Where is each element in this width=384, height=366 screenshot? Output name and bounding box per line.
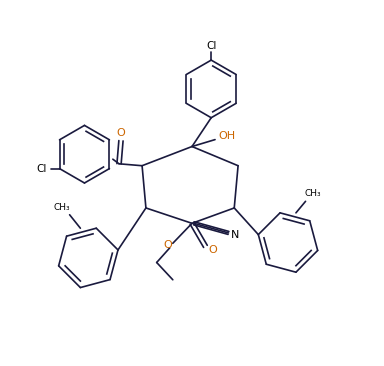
Text: O: O [208,245,217,255]
Text: OH: OH [219,131,236,141]
Text: CH₃: CH₃ [305,189,321,198]
Text: CH₃: CH₃ [54,203,70,212]
Text: Cl: Cl [36,164,46,173]
Text: N: N [231,230,240,240]
Text: O: O [163,240,172,250]
Text: Cl: Cl [206,41,217,51]
Text: O: O [117,128,125,138]
